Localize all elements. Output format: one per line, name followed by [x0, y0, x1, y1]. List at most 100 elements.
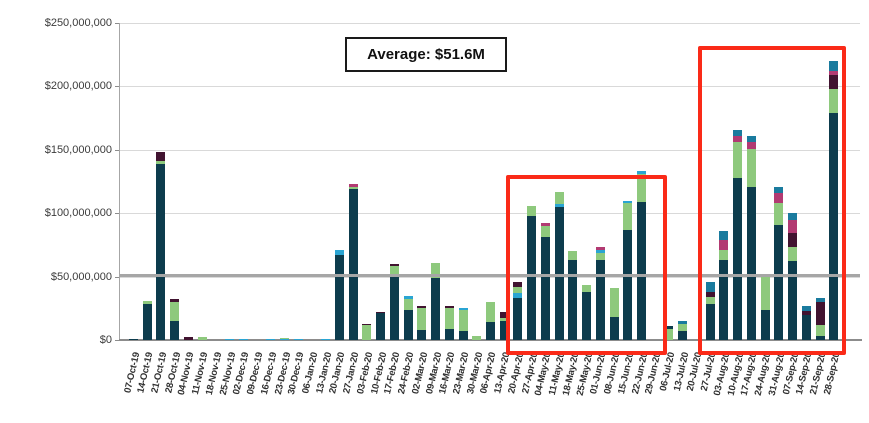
bar-segment-magenta [348, 184, 358, 187]
bar-segment-green [719, 249, 729, 261]
bar [801, 305, 811, 340]
bar-segment-green [458, 309, 468, 332]
bar [348, 184, 358, 340]
bar-segment-teal [499, 320, 509, 340]
bar-segment-green [568, 251, 578, 261]
bar [280, 338, 290, 340]
bar-segment-maroon [705, 291, 715, 297]
bar-segment-magenta [540, 223, 550, 226]
bar-segment-magenta [719, 239, 729, 250]
bar-segment-teal [733, 177, 743, 340]
bar-segment-green [389, 266, 399, 277]
bar [238, 338, 248, 340]
gridline [119, 149, 860, 151]
bar [142, 300, 152, 340]
bar-segment-maroon [376, 312, 386, 314]
bar-segment-maroon [815, 301, 825, 325]
bar [376, 312, 386, 340]
bar-segment-maroon [444, 305, 454, 309]
y-axis-tick-label: $250,000,000 [44, 17, 112, 29]
bar-segment-green [499, 318, 509, 321]
bar [568, 251, 578, 340]
bar-segment-green [678, 323, 688, 332]
bar-segment-teal [623, 229, 633, 340]
bar-segment-teal [554, 206, 564, 340]
bar-segment-green [444, 308, 454, 329]
bar [554, 191, 564, 340]
bar-segment-green [733, 142, 743, 178]
bar [197, 336, 207, 340]
y-axis-tick [115, 276, 119, 278]
bar-segment-green [746, 148, 756, 187]
bar-segment-green [637, 173, 646, 202]
bar-segment-cyan [554, 204, 564, 207]
y-axis-tick-label: $150,000,000 [44, 143, 112, 156]
bar [678, 320, 688, 340]
bar-segment-teal [788, 261, 798, 340]
x-axis-line [119, 339, 862, 341]
bar-segment-blue [705, 281, 715, 292]
highlight-box [698, 45, 846, 355]
y-axis-tick-label: $200,000,000 [44, 80, 112, 93]
bar-segment-teal [129, 339, 138, 340]
bar [417, 305, 427, 340]
bar-segment-cyan [266, 338, 276, 340]
bar-segment-green [664, 328, 674, 340]
bar-segment-cyan [280, 338, 290, 340]
bar-segment-magenta [774, 192, 784, 204]
bar-segment-cyan [238, 338, 248, 340]
bar-segment-green [280, 338, 290, 339]
bar-segment-teal [403, 309, 413, 340]
bar-segment-teal [142, 304, 152, 340]
bar [389, 263, 399, 340]
bar-segment-green [623, 203, 633, 230]
bar [746, 135, 756, 340]
bar [705, 281, 715, 340]
bar-segment-green [774, 203, 784, 225]
bar-segment-magenta [829, 71, 839, 75]
bar-segment-maroon [788, 233, 798, 248]
bar-segment-green [362, 324, 372, 340]
bar-segment-green [595, 252, 605, 261]
average-label: Average: $51.6M [367, 46, 485, 63]
bar-segment-cyan [321, 338, 331, 340]
bar-segment-green [609, 288, 619, 318]
bar-segment-maroon [183, 337, 193, 340]
gridline [119, 86, 860, 88]
bar-segment-green [513, 286, 523, 294]
bar-segment-green [472, 336, 482, 340]
bar [225, 338, 235, 340]
y-axis-tick [115, 23, 119, 24]
bar-segment-green [142, 300, 152, 305]
bar-segment-blue [733, 129, 743, 136]
bar [431, 262, 441, 340]
bar [129, 339, 138, 340]
bar-segment-green [705, 296, 715, 305]
y-axis-line [119, 23, 120, 340]
bar-segment-green [788, 247, 798, 262]
gridline [119, 213, 860, 215]
bar-segment-green [540, 225, 550, 238]
bar-segment-teal [376, 313, 386, 340]
bar-segment-teal [678, 331, 688, 340]
bar-segment-cyan [513, 293, 523, 299]
bar [540, 223, 550, 340]
bar [156, 152, 166, 340]
bar-segment-maroon [801, 310, 811, 315]
bar-segment-teal [485, 322, 495, 340]
bar-segment-green [829, 88, 839, 114]
bar-segment-cyan [225, 338, 235, 340]
bar-segment-maroon [417, 305, 427, 309]
average-callout-box: Average: $51.6M [345, 37, 507, 72]
bar [458, 308, 468, 340]
bar-segment-cyan [458, 308, 468, 310]
bar-segment-teal [801, 314, 811, 340]
bar-segment-teal [637, 201, 646, 340]
bar-segment-blue [678, 320, 688, 324]
bar [472, 336, 482, 340]
bar-segment-teal [431, 277, 441, 340]
bar-segment-teal [829, 113, 839, 340]
bar-segment-teal [568, 260, 578, 340]
bar-segment-maroon [156, 152, 166, 162]
bar [595, 247, 605, 340]
